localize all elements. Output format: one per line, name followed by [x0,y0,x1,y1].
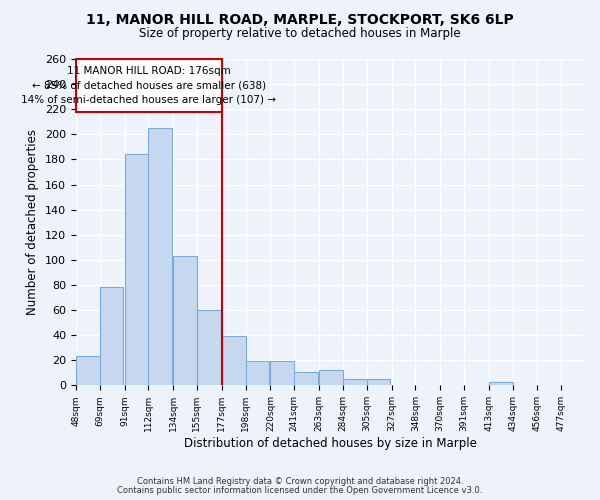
Bar [367,379,391,386]
Bar [148,128,172,386]
Bar [76,356,100,386]
Y-axis label: Number of detached properties: Number of detached properties [26,129,40,315]
Bar [245,362,269,386]
Bar [271,362,294,386]
Text: 11, MANOR HILL ROAD, MARPLE, STOCKPORT, SK6 6LP: 11, MANOR HILL ROAD, MARPLE, STOCKPORT, … [86,12,514,26]
Bar [100,288,124,386]
Bar [222,336,245,386]
Bar [343,379,367,386]
Bar [489,382,512,386]
Text: Contains public sector information licensed under the Open Government Licence v3: Contains public sector information licen… [118,486,482,495]
Bar [319,370,343,386]
X-axis label: Distribution of detached houses by size in Marple: Distribution of detached houses by size … [184,437,477,450]
Text: Size of property relative to detached houses in Marple: Size of property relative to detached ho… [139,28,461,40]
FancyBboxPatch shape [76,59,222,112]
Bar [197,310,221,386]
Bar [294,372,318,386]
Bar [125,154,148,386]
Bar [173,256,197,386]
Text: Contains HM Land Registry data © Crown copyright and database right 2024.: Contains HM Land Registry data © Crown c… [137,478,463,486]
Text: 11 MANOR HILL ROAD: 176sqm
← 85% of detached houses are smaller (638)
14% of sem: 11 MANOR HILL ROAD: 176sqm ← 85% of deta… [22,66,277,105]
